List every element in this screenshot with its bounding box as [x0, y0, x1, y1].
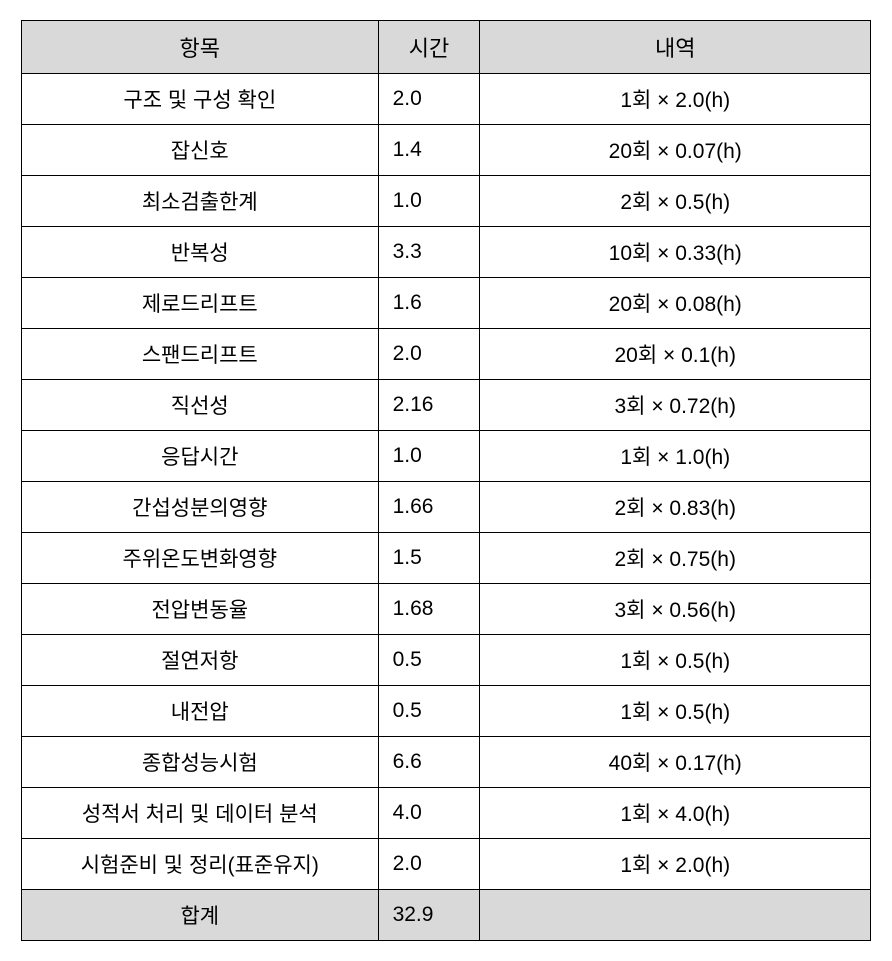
cell-item: 반복성: [22, 227, 379, 278]
cell-time: 4.0: [378, 788, 480, 839]
cell-time: 1.4: [378, 125, 480, 176]
table-row: 최소검출한계1.02회 × 0.5(h): [22, 176, 871, 227]
cell-detail: 20회 × 0.08(h): [480, 278, 871, 329]
cell-item: 구조 및 구성 확인: [22, 74, 379, 125]
cell-time: 1.68: [378, 584, 480, 635]
cell-detail: 1회 × 0.5(h): [480, 635, 871, 686]
table-row: 구조 및 구성 확인2.01회 × 2.0(h): [22, 74, 871, 125]
cell-time: 1.6: [378, 278, 480, 329]
cell-detail: 1회 × 4.0(h): [480, 788, 871, 839]
cell-time: 1.66: [378, 482, 480, 533]
cell-item: 성적서 처리 및 데이터 분석: [22, 788, 379, 839]
cell-item: 스팬드리프트: [22, 329, 379, 380]
cell-detail: 10회 × 0.33(h): [480, 227, 871, 278]
cell-detail: 3회 × 0.56(h): [480, 584, 871, 635]
table-row: 주위온도변화영향1.52회 × 0.75(h): [22, 533, 871, 584]
cell-item: 내전압: [22, 686, 379, 737]
table-row: 절연저항0.51회 × 0.5(h): [22, 635, 871, 686]
cell-item: 절연저항: [22, 635, 379, 686]
cell-item: 간섭성분의영향: [22, 482, 379, 533]
table-row: 직선성2.163회 × 0.72(h): [22, 380, 871, 431]
table-header: 항목 시간 내역: [22, 21, 871, 74]
cell-detail: 3회 × 0.72(h): [480, 380, 871, 431]
cell-detail: 1회 × 2.0(h): [480, 839, 871, 890]
cell-time: 6.6: [378, 737, 480, 788]
header-time: 시간: [378, 21, 480, 74]
cell-time: 1.0: [378, 431, 480, 482]
cell-detail: 2회 × 0.75(h): [480, 533, 871, 584]
cell-time: 0.5: [378, 635, 480, 686]
cell-time: 2.0: [378, 329, 480, 380]
cell-detail: 1회 × 1.0(h): [480, 431, 871, 482]
header-item: 항목: [22, 21, 379, 74]
cell-detail: 20회 × 0.1(h): [480, 329, 871, 380]
cell-item: 시험준비 및 정리(표준유지): [22, 839, 379, 890]
cell-detail: 40회 × 0.17(h): [480, 737, 871, 788]
table-body: 구조 및 구성 확인2.01회 × 2.0(h)잡신호1.420회 × 0.07…: [22, 74, 871, 941]
cell-item: 전압변동율: [22, 584, 379, 635]
cell-time: 3.3: [378, 227, 480, 278]
table-row: 시험준비 및 정리(표준유지)2.01회 × 2.0(h): [22, 839, 871, 890]
cell-detail: 20회 × 0.07(h): [480, 125, 871, 176]
table-row: 종합성능시험6.640회 × 0.17(h): [22, 737, 871, 788]
cell-time: 2.0: [378, 74, 480, 125]
cell-time: 0.5: [378, 686, 480, 737]
table-row: 잡신호1.420회 × 0.07(h): [22, 125, 871, 176]
cell-item: 잡신호: [22, 125, 379, 176]
table-row: 제로드리프트1.620회 × 0.08(h): [22, 278, 871, 329]
table-row: 스팬드리프트2.020회 × 0.1(h): [22, 329, 871, 380]
total-row: 합계32.9: [22, 890, 871, 941]
total-label: 합계: [22, 890, 379, 941]
cell-detail: 2회 × 0.83(h): [480, 482, 871, 533]
table-row: 응답시간1.01회 × 1.0(h): [22, 431, 871, 482]
total-time: 32.9: [378, 890, 480, 941]
table-row: 전압변동율1.683회 × 0.56(h): [22, 584, 871, 635]
header-detail: 내역: [480, 21, 871, 74]
table-row: 내전압0.51회 × 0.5(h): [22, 686, 871, 737]
cell-detail: 1회 × 0.5(h): [480, 686, 871, 737]
cell-item: 최소검출한계: [22, 176, 379, 227]
cell-item: 주위온도변화영향: [22, 533, 379, 584]
cell-detail: 2회 × 0.5(h): [480, 176, 871, 227]
cell-item: 응답시간: [22, 431, 379, 482]
test-time-table: 항목 시간 내역 구조 및 구성 확인2.01회 × 2.0(h)잡신호1.42…: [21, 20, 871, 941]
cell-time: 2.0: [378, 839, 480, 890]
cell-item: 직선성: [22, 380, 379, 431]
table-row: 반복성3.310회 × 0.33(h): [22, 227, 871, 278]
cell-time: 1.0: [378, 176, 480, 227]
cell-item: 제로드리프트: [22, 278, 379, 329]
cell-detail: 1회 × 2.0(h): [480, 74, 871, 125]
cell-item: 종합성능시험: [22, 737, 379, 788]
table-row: 성적서 처리 및 데이터 분석4.01회 × 4.0(h): [22, 788, 871, 839]
table-row: 간섭성분의영향1.662회 × 0.83(h): [22, 482, 871, 533]
total-detail: [480, 890, 871, 941]
cell-time: 2.16: [378, 380, 480, 431]
cell-time: 1.5: [378, 533, 480, 584]
